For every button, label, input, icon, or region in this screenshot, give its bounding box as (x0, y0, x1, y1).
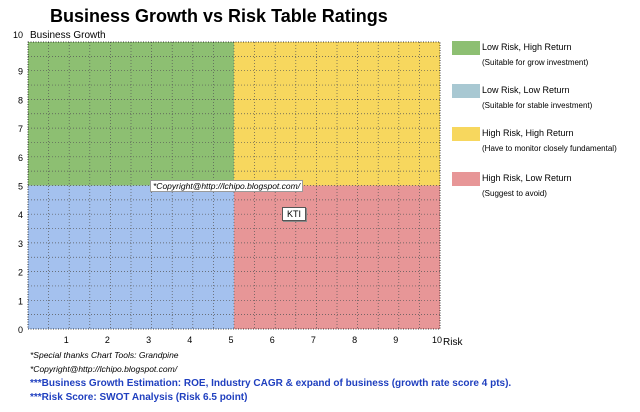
legend-label: Low Risk, High Return (482, 42, 572, 52)
y-axis-label: Business Growth (30, 30, 106, 41)
y-tick-label: 3 (18, 239, 23, 249)
x-tick-label: 1 (64, 335, 69, 345)
legend-note: (Suitable for grow investment) (482, 58, 589, 67)
y-tick-label: 6 (18, 153, 23, 163)
legend-note: (Have to monitor closely fundamental) (482, 144, 617, 153)
x-tick-label: 2 (105, 335, 110, 345)
legend-label: High Risk, Low Return (482, 173, 572, 183)
legend-swatch (452, 172, 480, 186)
y-tick-label: 2 (18, 268, 23, 278)
footnotes: *Special thanks Chart Tools: Grandpine *… (30, 350, 630, 406)
legend-swatch (452, 127, 480, 141)
chart-title: Business Growth vs Risk Table Ratings (50, 6, 388, 26)
thanks-note: *Special thanks Chart Tools: Grandpine (30, 350, 179, 360)
x-tick-label: 8 (352, 335, 357, 345)
legend-swatch (452, 84, 480, 98)
legend-note: (Suitable for stable investment) (482, 101, 593, 110)
x-tick-label: 5 (228, 335, 233, 345)
legend-label: Low Risk, Low Return (482, 85, 570, 95)
legend-item-low-risk-high-return: Low Risk, High Return (Suitable for grow… (452, 40, 640, 80)
risk-score-note: ***Risk Score: SWOT Analysis (Risk 6.5 p… (30, 392, 248, 403)
x-tick-label: 7 (311, 335, 316, 345)
x-axis-label: Risk (443, 337, 463, 348)
y-tick-label: 8 (18, 95, 23, 105)
x-tick-label: 4 (187, 335, 192, 345)
legend-note: (Suggest to avoid) (482, 189, 547, 198)
legend-item-high-risk-high-return: High Risk, High Return (Have to monitor … (452, 126, 640, 166)
copyright-note: *Copyright@http://lchipo.blogspot.com/ (30, 364, 178, 374)
y-tick-label: 10 (13, 30, 23, 40)
legend-swatch (452, 41, 480, 55)
y-tick-label: 5 (18, 182, 23, 192)
copyright-annotation: *Copyright@http://lchipo.blogspot.com/ (150, 180, 304, 192)
growth-estimation-note: ***Business Growth Estimation: ROE, Indu… (30, 378, 512, 389)
y-tick-label: 4 (18, 210, 23, 220)
legend-item-low-risk-low-return: Low Risk, Low Return (Suitable for stabl… (452, 83, 640, 123)
y-tick-label: 9 (18, 67, 23, 77)
data-point-kti[interactable]: KTI (282, 207, 307, 221)
legend-label: High Risk, High Return (482, 128, 574, 138)
y-tick-label: 7 (18, 124, 23, 134)
x-tick-label: 10 (432, 335, 442, 345)
y-tick-label: 0 (18, 325, 23, 335)
x-tick-label: 3 (146, 335, 151, 345)
x-tick-label: 9 (393, 335, 398, 345)
plot-border (27, 41, 441, 330)
y-tick-label: 1 (18, 296, 23, 306)
x-tick-label: 6 (270, 335, 275, 345)
legend-item-high-risk-low-return: High Risk, Low Return (Suggest to avoid) (452, 171, 640, 211)
